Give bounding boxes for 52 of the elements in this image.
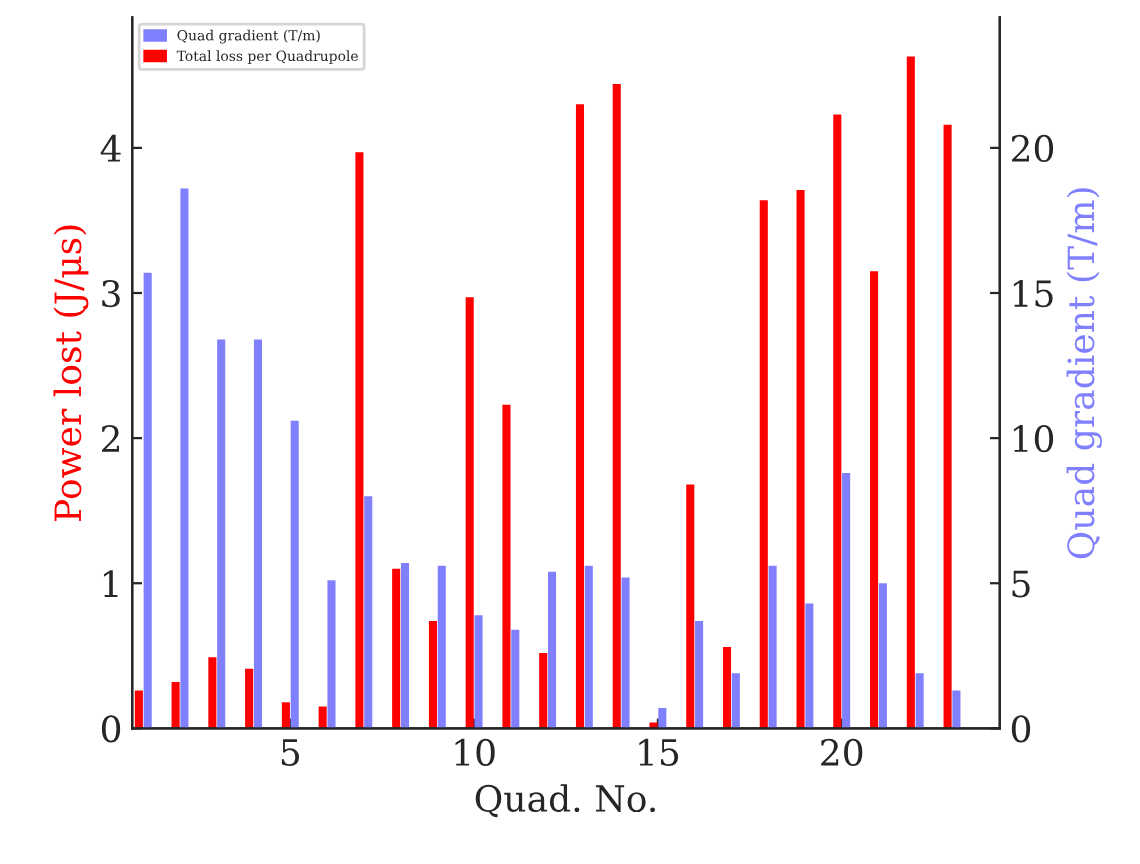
- bar: [290, 420, 299, 729]
- bar: [878, 583, 887, 729]
- bar: [208, 657, 217, 729]
- y-tick-label: 3: [102, 279, 120, 308]
- bar: [134, 690, 143, 729]
- y-tick-label: 0: [101, 715, 121, 743]
- y2-tick-label: 15: [1013, 279, 1053, 308]
- y2-tick-label: 0: [1011, 715, 1031, 743]
- bar: [621, 577, 630, 729]
- bar: [952, 690, 961, 729]
- bar: [465, 297, 474, 729]
- bar: [768, 565, 777, 729]
- bar: [143, 272, 152, 729]
- bar: [906, 56, 915, 729]
- bar: [318, 706, 327, 729]
- bar: [870, 271, 879, 729]
- x-tick-label: 15: [639, 738, 679, 767]
- bar: [327, 580, 336, 729]
- bar: [759, 200, 768, 729]
- y-tick-label: 2: [101, 425, 119, 452]
- y2-axis-title: Quad gradient (T/m): [1066, 188, 1103, 559]
- bar: [658, 708, 667, 729]
- bar: [575, 104, 585, 729]
- bar: [217, 339, 226, 729]
- bar: [943, 124, 952, 729]
- x-tick-label: 5: [281, 739, 300, 767]
- bar: [833, 114, 842, 729]
- bar: [253, 339, 262, 729]
- x-axis-title: Quad. No.: [475, 784, 655, 818]
- y2-tick-label: 10: [1013, 425, 1054, 453]
- bar: [511, 629, 520, 729]
- bar: [612, 84, 621, 729]
- bar: [281, 702, 290, 729]
- bar: [171, 681, 180, 729]
- bar: [805, 603, 814, 729]
- y-axis-title: Power lost (J/μs): [53, 225, 89, 521]
- bar: [915, 673, 924, 729]
- y2-tick-label: 20: [1011, 134, 1054, 163]
- bar: [355, 152, 364, 729]
- y2-tick-label: 5: [1012, 570, 1030, 598]
- bar: [245, 668, 254, 729]
- bar: [548, 571, 557, 729]
- y-tick-label: 4: [100, 134, 121, 162]
- x-tick-label: 20: [821, 738, 863, 767]
- bar: [474, 615, 483, 729]
- x-tick-label: 10: [455, 738, 495, 767]
- y-tick-label: 1: [103, 570, 118, 597]
- bar: [686, 484, 695, 729]
- bar: [180, 188, 189, 729]
- bar: [502, 404, 511, 729]
- bar: [584, 565, 593, 729]
- bar: [796, 189, 805, 729]
